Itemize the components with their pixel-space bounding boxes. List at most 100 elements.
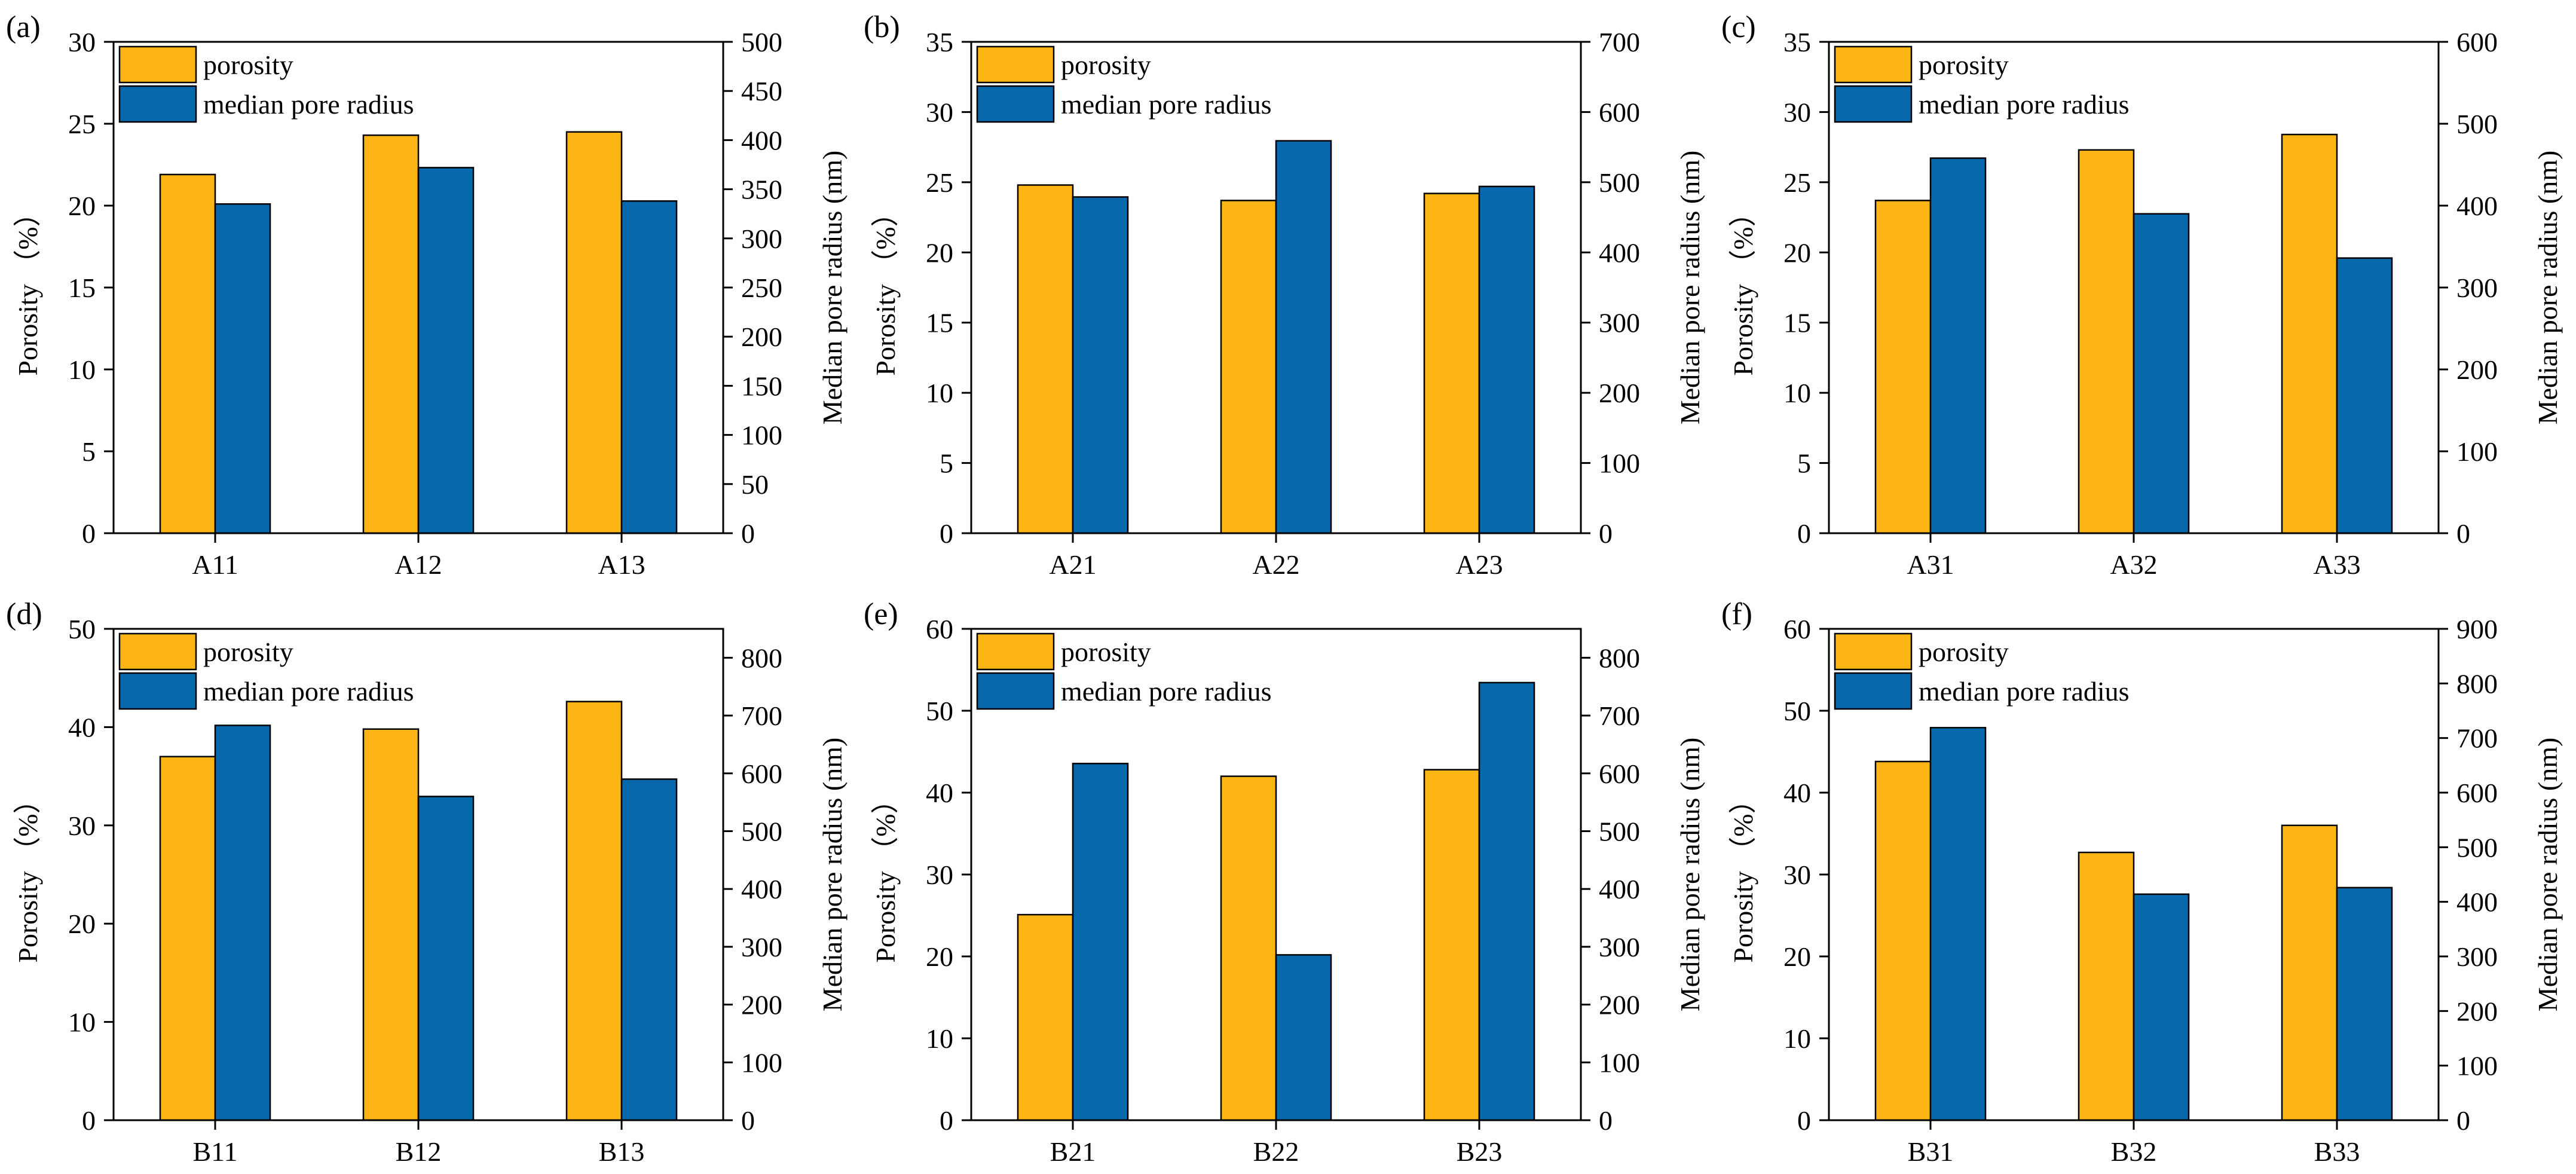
y-tick-label: 35 bbox=[926, 27, 953, 57]
y2-tick-label: 500 bbox=[1599, 167, 1640, 198]
median-radius-bar-b13 bbox=[620, 778, 678, 1121]
porosity-bar-a11 bbox=[159, 173, 216, 534]
legend-label-median-radius: median pore radius bbox=[1919, 89, 2130, 120]
y-tick-label: 50 bbox=[926, 696, 953, 726]
y-tick-label: 60 bbox=[1783, 614, 1811, 644]
y2-tick-label: 300 bbox=[741, 932, 782, 962]
y-axis-title: Porosity （%） bbox=[1728, 199, 1758, 375]
panel-label: (d) bbox=[6, 597, 42, 631]
median-radius-bar-a21 bbox=[1072, 196, 1129, 534]
legend-swatch-median-radius bbox=[118, 85, 197, 123]
y2-tick-label: 500 bbox=[2456, 832, 2498, 863]
panel-label: (a) bbox=[6, 10, 41, 44]
legend-swatch-porosity bbox=[118, 632, 197, 671]
legend-label-median-radius: median pore radius bbox=[1919, 676, 2130, 707]
y-tick-label: 30 bbox=[1783, 97, 1811, 127]
legend-label-porosity: porosity bbox=[1061, 637, 1151, 667]
y2-tick-label: 600 bbox=[741, 759, 782, 789]
y-tick-label: 20 bbox=[1783, 941, 1811, 972]
y2-tick-label: 0 bbox=[2456, 1105, 2470, 1136]
y2-tick-label: 350 bbox=[741, 175, 782, 205]
y-axis-title: Porosity （%） bbox=[1728, 786, 1758, 962]
y-tick-label: 0 bbox=[940, 1105, 953, 1136]
y2-tick-label: 200 bbox=[2456, 996, 2498, 1026]
y-tick-label: 0 bbox=[940, 518, 953, 549]
y2-tick-label: 200 bbox=[741, 990, 782, 1020]
y2-axis-title: Median pore radius (nm) bbox=[1675, 151, 1705, 425]
porosity-bar-b21 bbox=[1017, 913, 1074, 1121]
y2-tick-label: 200 bbox=[2456, 354, 2498, 385]
porosity-bar-b13 bbox=[565, 701, 623, 1121]
legend-label-porosity: porosity bbox=[1919, 50, 2009, 80]
chart-panel-f: (f)B31 B32 B330102030405060010020030040050… bbox=[1721, 597, 2563, 1167]
legend-label-median-radius: median pore radius bbox=[1061, 89, 1272, 120]
porosity-bar-a32 bbox=[2078, 149, 2135, 534]
y-tick-label: 5 bbox=[940, 448, 953, 479]
legend-label-median-radius: median pore radius bbox=[203, 676, 414, 707]
y2-tick-label: 400 bbox=[1599, 874, 1640, 904]
porosity-bar-b31 bbox=[1874, 760, 1932, 1121]
y-axis-title: Porosity （%） bbox=[13, 199, 43, 375]
x-tick-label: A22 bbox=[1252, 549, 1299, 580]
y2-tick-label: 600 bbox=[2456, 27, 2498, 57]
y2-tick-label: 500 bbox=[741, 27, 782, 57]
chart-panel-d: (d)B11 B12 B130102030405001002003004005006… bbox=[6, 597, 848, 1167]
y2-tick-label: 150 bbox=[741, 371, 782, 401]
median-radius-bar-a12 bbox=[417, 167, 475, 534]
x-tick-label: B23 bbox=[1457, 1136, 1503, 1167]
x-tick-label: A21 bbox=[1049, 549, 1096, 580]
y2-tick-label: 400 bbox=[1599, 237, 1640, 268]
median-radius-bar-b32 bbox=[2133, 893, 2190, 1121]
x-tick-label: A12 bbox=[394, 549, 442, 580]
legend-swatch-porosity bbox=[1834, 45, 1913, 84]
y2-tick-label: 400 bbox=[741, 874, 782, 904]
porosity-bar-b22 bbox=[1220, 775, 1277, 1121]
porosity-bar-a33 bbox=[2281, 133, 2338, 534]
porosity-bar-a23 bbox=[1423, 192, 1480, 534]
y2-tick-label: 200 bbox=[1599, 378, 1640, 408]
y-axis-title: Porosity （%） bbox=[870, 786, 901, 962]
y2-tick-label: 600 bbox=[1599, 759, 1640, 789]
y2-axis-title: Median pore radius (nm) bbox=[2532, 151, 2563, 425]
y2-tick-label: 100 bbox=[741, 420, 782, 451]
porosity-bar-a21 bbox=[1017, 184, 1074, 534]
porosity-bar-b23 bbox=[1423, 769, 1480, 1121]
y-tick-label: 30 bbox=[1783, 860, 1811, 890]
plot-frame bbox=[970, 41, 1582, 534]
porosity-bar-a12 bbox=[362, 134, 420, 534]
y2-tick-label: 700 bbox=[741, 701, 782, 731]
y-tick-label: 25 bbox=[68, 109, 96, 139]
y2-tick-label: 800 bbox=[741, 643, 782, 673]
y2-tick-label: 200 bbox=[1599, 990, 1640, 1020]
y-tick-label: 10 bbox=[926, 378, 953, 408]
porosity-bar-a22 bbox=[1220, 200, 1277, 534]
y2-tick-label: 300 bbox=[741, 224, 782, 254]
y-tick-label: 0 bbox=[82, 1105, 96, 1136]
x-tick-label: A33 bbox=[2313, 549, 2360, 580]
median-radius-bar-b12 bbox=[417, 796, 475, 1121]
median-radius-bar-a13 bbox=[620, 200, 678, 534]
y-tick-label: 20 bbox=[1783, 237, 1811, 268]
x-tick-label: B31 bbox=[1908, 1136, 1954, 1167]
median-radius-bar-b31 bbox=[1929, 727, 1987, 1121]
x-tick-label: A32 bbox=[2110, 549, 2157, 580]
y2-tick-label: 700 bbox=[2456, 723, 2498, 754]
y-tick-label: 20 bbox=[68, 909, 96, 939]
y2-tick-label: 50 bbox=[741, 469, 769, 500]
y-tick-label: 30 bbox=[926, 860, 953, 890]
x-tick-label: B13 bbox=[599, 1136, 645, 1167]
x-tick-label: B32 bbox=[2111, 1136, 2157, 1167]
y2-tick-label: 100 bbox=[2456, 436, 2498, 467]
panel-label: (f) bbox=[1721, 597, 1752, 631]
y2-tick-label: 100 bbox=[741, 1047, 782, 1078]
y-axis-title: Porosity （%） bbox=[13, 786, 43, 962]
y-tick-label: 60 bbox=[926, 614, 953, 644]
y2-axis-title: Median pore radius (nm) bbox=[817, 151, 848, 425]
median-radius-bar-a31 bbox=[1929, 157, 1987, 534]
y-tick-label: 15 bbox=[1783, 308, 1811, 338]
y2-tick-label: 600 bbox=[2456, 778, 2498, 808]
legend-swatch-median-radius bbox=[1834, 85, 1913, 123]
y-tick-label: 50 bbox=[68, 614, 96, 644]
legend-label-porosity: porosity bbox=[203, 637, 293, 667]
y-tick-label: 10 bbox=[926, 1023, 953, 1054]
